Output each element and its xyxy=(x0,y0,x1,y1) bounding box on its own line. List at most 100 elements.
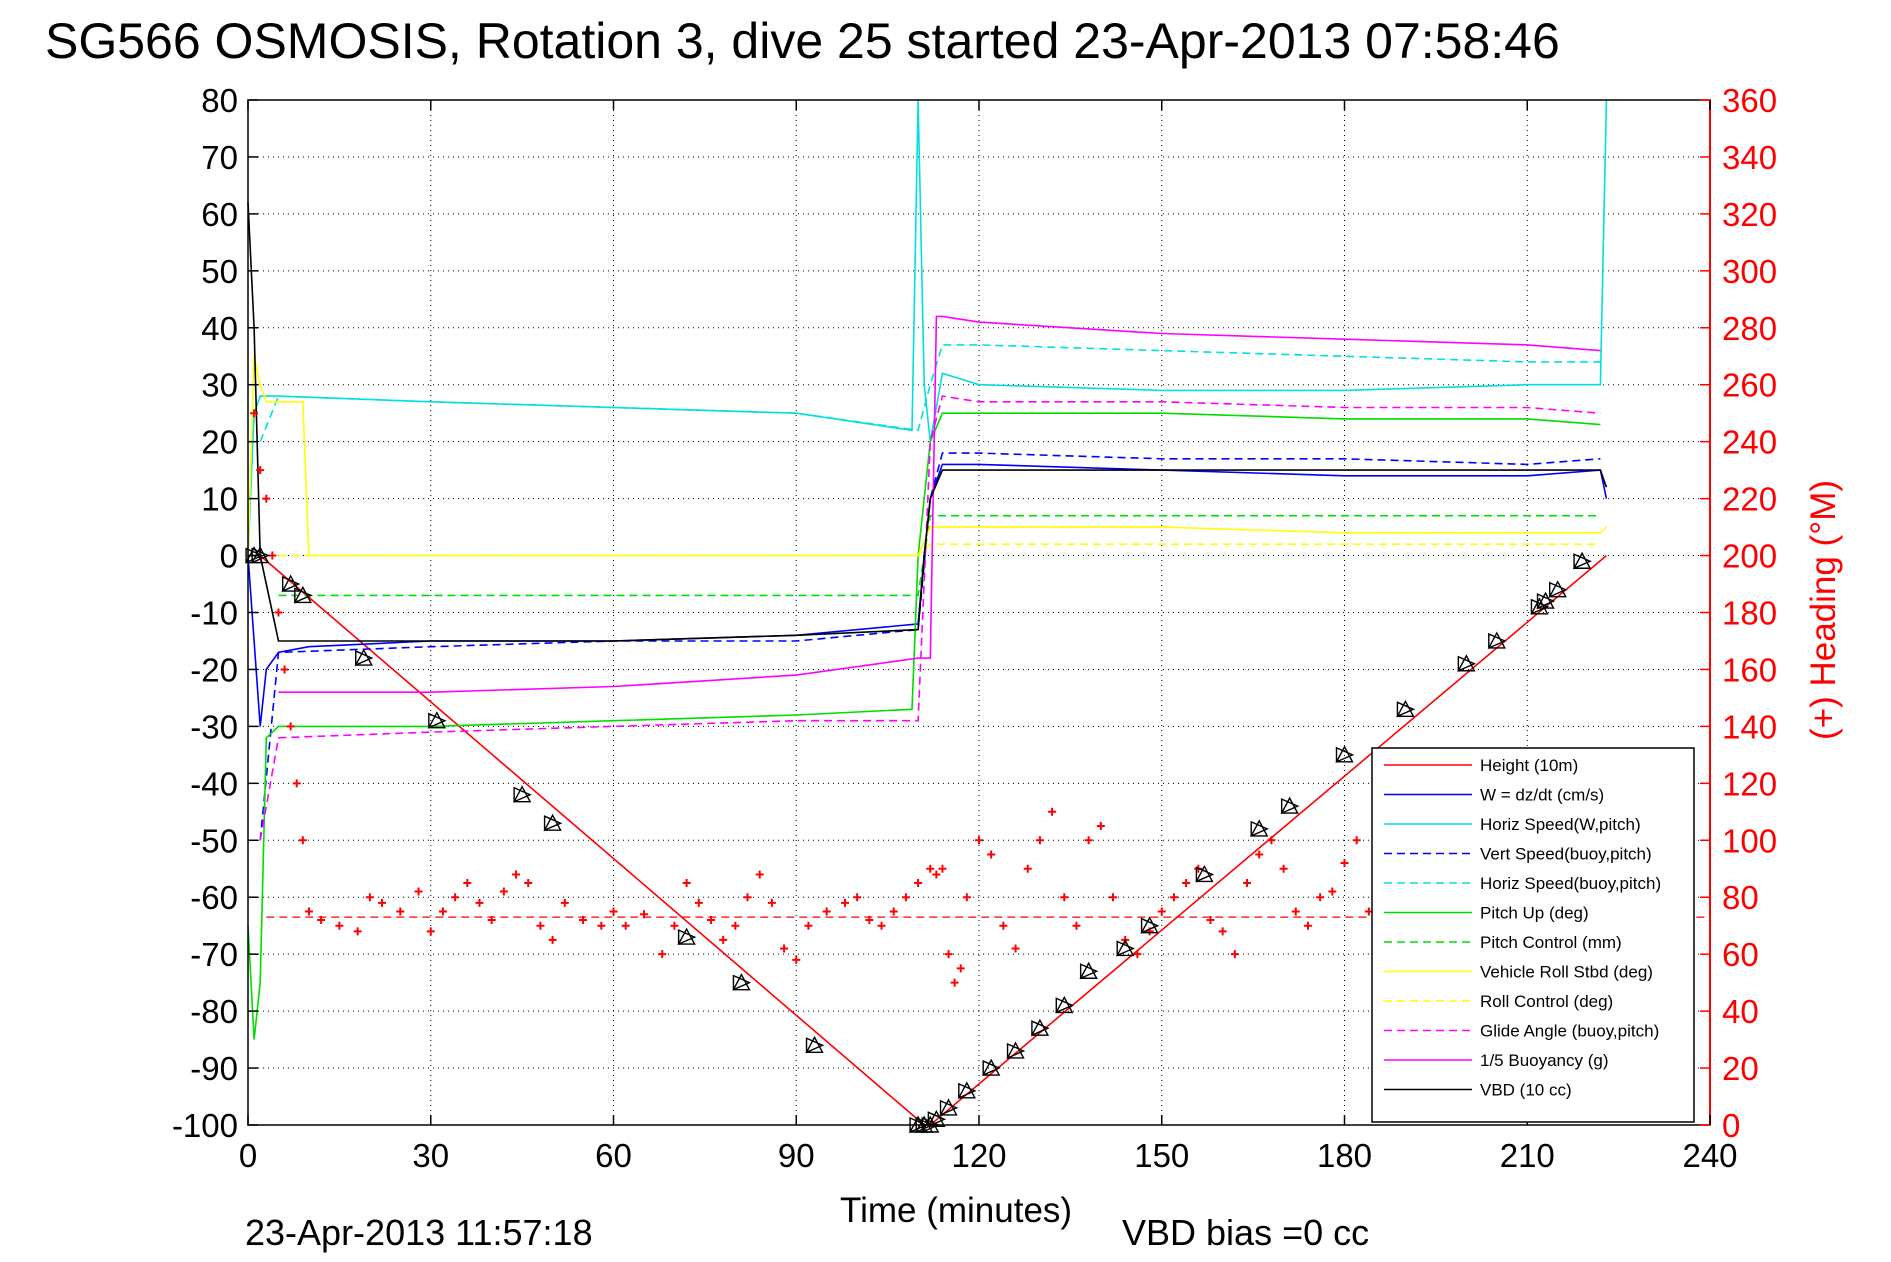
heading-point xyxy=(579,916,588,924)
depth-marker xyxy=(1195,864,1215,883)
legend-entry: Vert Speed(buoy,pitch) xyxy=(1480,845,1652,864)
heading-point xyxy=(286,722,295,731)
depth-marker xyxy=(1335,745,1355,763)
heading-point xyxy=(999,921,1008,930)
heading-point xyxy=(1303,921,1312,930)
right-tick-label: 20 xyxy=(1722,1050,1759,1087)
heading-point xyxy=(1084,836,1093,845)
series-line-4 xyxy=(259,344,1601,442)
heading-point xyxy=(804,921,813,930)
depth-marker xyxy=(543,813,563,832)
depth-marker xyxy=(1457,654,1477,672)
x-tick-label: 0 xyxy=(239,1137,257,1174)
heading-point xyxy=(560,898,569,907)
heading-point xyxy=(475,898,484,907)
heading-point xyxy=(438,907,447,916)
heading-point xyxy=(548,935,557,944)
series-group xyxy=(247,99,1608,1126)
heading-point xyxy=(280,665,289,674)
right-tick-label: 60 xyxy=(1722,936,1759,973)
depth-marker xyxy=(1116,938,1135,957)
heading-point xyxy=(335,921,344,930)
legend-entry: Pitch Up (deg) xyxy=(1480,904,1589,923)
y-tick-label: 60 xyxy=(201,196,238,233)
heading-point xyxy=(962,893,971,902)
x-tick-label: 90 xyxy=(778,1137,815,1174)
heading-point xyxy=(877,921,886,930)
y-tick-label: 70 xyxy=(201,139,238,176)
y-tick-label: 20 xyxy=(201,424,238,461)
legend-entry: Horiz Speed(buoy,pitch) xyxy=(1480,874,1661,893)
heading-point xyxy=(1133,950,1142,959)
footer-vbd-bias: VBD bias =0 cc xyxy=(1122,1212,1369,1253)
right-tick-label: 200 xyxy=(1722,538,1777,575)
right-tick-label: 40 xyxy=(1722,993,1759,1030)
y-tick-label: 30 xyxy=(201,367,238,404)
y-tick-label: -50 xyxy=(190,822,238,859)
heading-point xyxy=(512,870,521,879)
y-tick-label: -30 xyxy=(190,708,238,745)
x-tick-label: 180 xyxy=(1317,1137,1372,1174)
y-tick-label: -100 xyxy=(172,1107,238,1144)
right-tick-label: 240 xyxy=(1722,424,1777,461)
legend-entry: Horiz Speed(W,pitch) xyxy=(1480,815,1641,834)
series-line-8 xyxy=(278,543,1601,557)
heading-point xyxy=(853,893,862,902)
heading-point xyxy=(719,935,728,944)
y-tick-label: 40 xyxy=(201,310,238,347)
series-line-11 xyxy=(247,202,1608,642)
heading-point xyxy=(1048,807,1057,816)
heading-point xyxy=(822,907,831,916)
x-tick-label: 60 xyxy=(595,1137,632,1174)
heading-point xyxy=(414,887,423,896)
heading-point xyxy=(499,887,508,896)
heading-point xyxy=(1096,822,1105,831)
heading-point xyxy=(932,870,941,879)
heading-point xyxy=(1340,859,1349,868)
y-tick-label: -40 xyxy=(190,765,238,802)
right-tick-label: 360 xyxy=(1722,82,1777,119)
y-tick-label: -20 xyxy=(190,651,238,688)
heading-point xyxy=(426,927,435,936)
heading-point xyxy=(1218,927,1227,936)
depth-marker xyxy=(1548,580,1568,598)
depth-marker xyxy=(677,927,697,946)
heading-point xyxy=(1157,907,1166,916)
depth-marker xyxy=(1079,961,1099,980)
right-tick-label: 180 xyxy=(1722,595,1777,632)
right-tick-label: 260 xyxy=(1722,367,1777,404)
y-tick-label: -10 xyxy=(190,595,238,632)
heading-point xyxy=(451,893,460,902)
depth-marker xyxy=(982,1058,1001,1077)
x-tick-label: 30 xyxy=(412,1137,449,1174)
depth-marker xyxy=(1280,796,1300,815)
heading-point xyxy=(1352,836,1361,845)
heading-point xyxy=(1169,893,1178,902)
heading-point xyxy=(694,898,703,907)
heading-point xyxy=(274,608,283,617)
heading-point xyxy=(524,878,533,887)
depth-marker xyxy=(512,785,532,803)
heading-point xyxy=(396,907,405,916)
legend-entry: Roll Control (deg) xyxy=(1480,992,1613,1011)
right-tick-label: 120 xyxy=(1722,765,1777,802)
depth-marker xyxy=(1250,819,1269,837)
legend-entry: W = dz/dt (cm/s) xyxy=(1480,786,1604,805)
right-tick-label: 300 xyxy=(1722,253,1777,290)
depth-marker xyxy=(1487,631,1507,650)
heading-point xyxy=(767,898,776,907)
heading-point xyxy=(536,921,545,930)
y-tick-label: -80 xyxy=(190,993,238,1030)
depth-marker xyxy=(1536,591,1556,610)
heading-point xyxy=(682,878,691,887)
depth-marker xyxy=(1030,1018,1050,1037)
heading-point xyxy=(743,893,752,902)
heading-point xyxy=(1279,864,1288,873)
heading-point xyxy=(792,955,801,964)
markers-group xyxy=(244,546,1592,1134)
depth-marker xyxy=(1140,916,1160,934)
series-line-9 xyxy=(259,395,1601,841)
heading-point xyxy=(1255,850,1264,859)
legend-entry: Height (10m) xyxy=(1480,756,1578,775)
heading-point xyxy=(975,836,983,845)
